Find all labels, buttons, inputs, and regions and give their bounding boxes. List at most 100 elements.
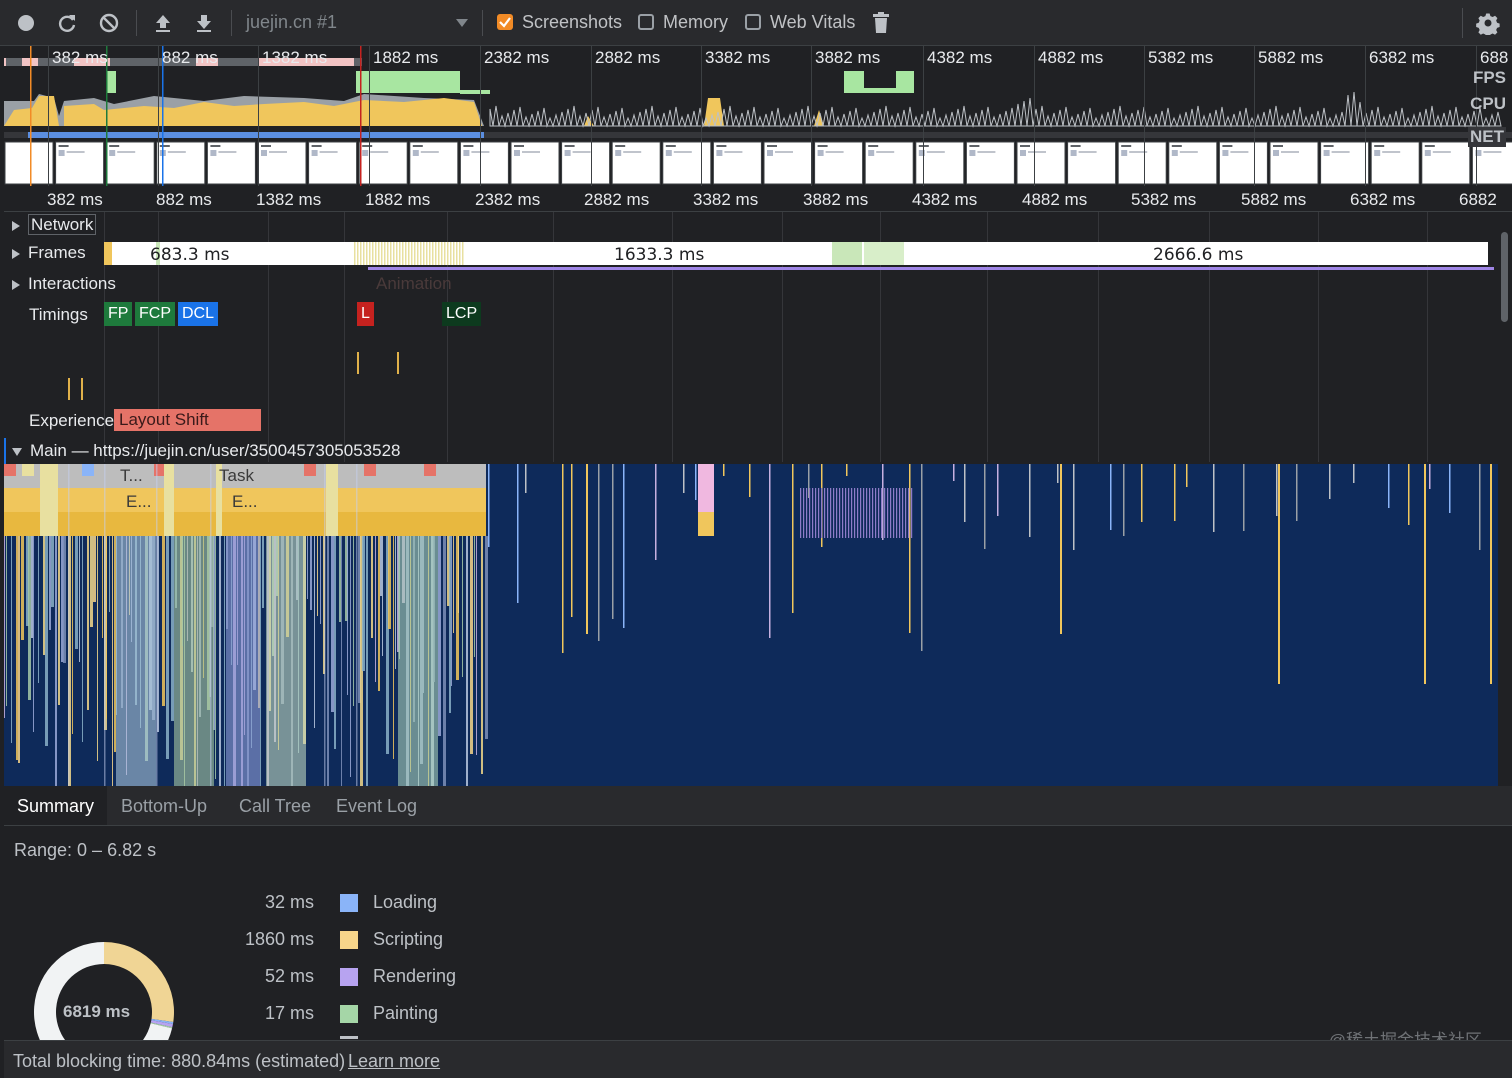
- evaluate-script-label[interactable]: E...: [126, 492, 152, 511]
- frame-marker: [366, 242, 368, 265]
- interactions-track[interactable]: Interactions Animation: [4, 272, 1498, 298]
- tracks-scrollbar[interactable]: [1498, 212, 1512, 786]
- network-track[interactable]: Network: [4, 212, 1498, 238]
- frame-marker: [375, 242, 377, 265]
- memory-checkbox[interactable]: [638, 14, 654, 30]
- profile-select[interactable]: juejin.cn #1: [238, 8, 474, 38]
- scrollbar-thumb[interactable]: [1501, 232, 1508, 322]
- screenshot-detail: [868, 145, 879, 147]
- frames-bar[interactable]: 683.3 ms 1633.3 ms 2666.6 ms: [104, 242, 1488, 265]
- screenshot-thumbnail: [308, 141, 358, 185]
- screenshot-detail: [615, 145, 626, 147]
- lcp-marker[interactable]: LCP: [442, 302, 482, 326]
- rendering-slice: [899, 488, 901, 538]
- call-stack-column: [458, 536, 459, 613]
- screenshot-thumbnail: [1218, 141, 1268, 185]
- task-label[interactable]: Task: [219, 466, 254, 485]
- capture-settings-button[interactable]: [1476, 11, 1500, 35]
- main-thread-track[interactable]: Main — https://juejin.cn/user/3500457305…: [4, 438, 1498, 786]
- screenshot-detail: [463, 150, 470, 156]
- tracks-panel[interactable]: Network Frames 683.3 ms 1633.3 ms 2666.6…: [4, 212, 1498, 786]
- screenshot-detail: [1382, 151, 1401, 153]
- fps-gap: [38, 58, 74, 66]
- web-vitals-label[interactable]: Web Vitals: [770, 12, 856, 32]
- timing-tick: [68, 378, 70, 400]
- tab-summary[interactable]: Summary: [4, 786, 108, 825]
- screenshot-detail: [311, 150, 318, 156]
- toolbar-divider: [1462, 8, 1463, 38]
- frames-track-header[interactable]: Frames: [12, 243, 86, 263]
- dcl-marker[interactable]: DCL: [178, 302, 219, 326]
- web-vitals-checkbox[interactable]: [745, 14, 761, 30]
- screenshot-detail: [918, 150, 925, 156]
- rendering-slice: [806, 488, 808, 538]
- screenshot-detail: [1171, 145, 1182, 147]
- frame-marker: [396, 242, 398, 265]
- frame-marker: [453, 242, 455, 265]
- learn-more-link[interactable]: Learn more: [348, 1051, 441, 1071]
- call-stack-column: [476, 536, 477, 755]
- collect-garbage-button[interactable]: [869, 11, 893, 35]
- call-stack-column: [31, 536, 33, 638]
- screenshot-detail: [1483, 151, 1502, 153]
- call-stack-column: [447, 536, 450, 606]
- memory-label[interactable]: Memory: [663, 12, 729, 32]
- flame-chart[interactable]: T... Task E... E...: [4, 464, 1498, 786]
- tab-bottom-up[interactable]: Bottom-Up: [121, 796, 208, 816]
- rendering-slice: [821, 488, 823, 538]
- rendering-slice: [896, 488, 898, 538]
- screenshots-label[interactable]: Screenshots: [522, 12, 623, 32]
- call-stack-column: [310, 536, 312, 610]
- rendering-slice: [851, 488, 853, 538]
- call-stack-column: [443, 536, 446, 786]
- screenshot-detail: [767, 150, 773, 156]
- frames-track[interactable]: Frames 683.3 ms 1633.3 ms 2666.6 ms: [4, 240, 1498, 270]
- evaluate-script-label[interactable]: E...: [232, 492, 258, 511]
- interactions-track-header[interactable]: Interactions: [12, 274, 116, 294]
- fcp-marker[interactable]: FCP: [135, 302, 175, 326]
- load-marker[interactable]: L: [357, 302, 374, 326]
- task-slice: [488, 464, 490, 547]
- ruler-tick-label: 1382 ms: [256, 190, 322, 209]
- overview-grid-line: [480, 46, 481, 186]
- expand-arrow-icon: [12, 279, 20, 290]
- fp-marker[interactable]: FP: [104, 302, 133, 326]
- screenshot-detail: [825, 151, 844, 153]
- rendering-slice: [863, 488, 865, 538]
- screenshot-thumbnail: [814, 141, 864, 185]
- layout-shift-bar[interactable]: Layout Shift: [114, 409, 261, 431]
- screenshot-detail: [1432, 151, 1451, 153]
- task-slice: [909, 464, 911, 633]
- call-stack-column: [102, 536, 103, 638]
- call-stack-column: [16, 536, 18, 760]
- task-label-short[interactable]: T...: [120, 466, 143, 485]
- task-slice: [623, 464, 625, 628]
- record-button[interactable]: [14, 11, 38, 35]
- reload-record-button[interactable]: [55, 11, 79, 35]
- tab-call-tree[interactable]: Call Tree: [239, 796, 312, 816]
- tab-event-log[interactable]: Event Log: [336, 796, 418, 816]
- overview-tick-label: 4882 ms: [1038, 48, 1104, 67]
- call-stack-block: [266, 536, 306, 786]
- timeline-overview[interactable]: 382 ms 882 ms 1382 ms 1882 ms 2382 ms 2882 ms…: [4, 46, 1512, 186]
- toolbar-divider: [231, 10, 232, 36]
- task-slice: [1276, 464, 1278, 516]
- grid-line: [104, 212, 105, 462]
- call-stack-column: [314, 536, 315, 728]
- frame-marker: [384, 242, 386, 265]
- overview-tick-label: 2882 ms: [595, 48, 661, 67]
- load-profile-button[interactable]: [151, 11, 175, 35]
- screenshots-checkbox[interactable]: [497, 14, 513, 30]
- network-label: Network: [28, 214, 97, 235]
- total-blocking-time: Total blocking time: 880.84ms (estimated…: [13, 1051, 346, 1071]
- save-profile-button[interactable]: [192, 11, 216, 35]
- timeline-ruler: 382 ms 882 ms 1382 ms 1882 ms 2382 ms 2882 ms…: [4, 186, 1512, 212]
- screenshot-thumbnail: [662, 141, 712, 185]
- main-thread-header[interactable]: Main — https://juejin.cn/user/3500457305…: [12, 441, 400, 461]
- screenshot-detail: [269, 151, 287, 153]
- network-track-header[interactable]: Network: [12, 214, 97, 235]
- call-stack-column: [72, 536, 73, 734]
- experience-label: Experience: [29, 411, 115, 430]
- task-slice: [525, 464, 527, 493]
- clear-button[interactable]: [97, 11, 121, 35]
